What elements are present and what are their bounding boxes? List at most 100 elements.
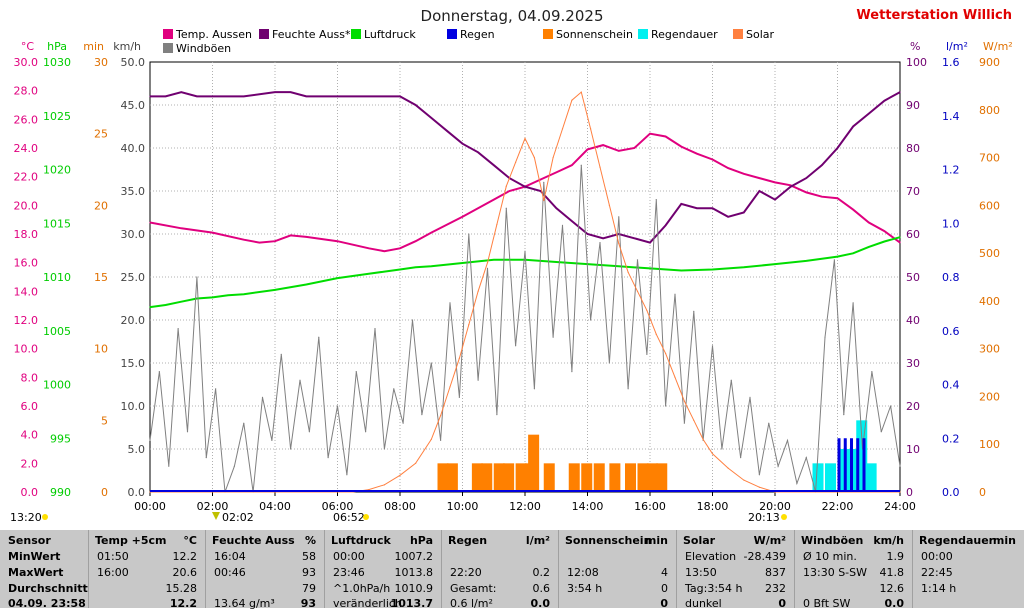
stats-cell-value: 0.0 [530,597,551,610]
data-point [836,147,839,149]
sun-icon [42,514,48,520]
stats-row-label: Sensor [8,534,51,547]
data-point [758,486,760,488]
data-point [586,233,589,235]
data-point [196,297,198,300]
left-axis-tick: 0.0 [21,486,39,499]
left-axis-tick: 45.0 [121,99,146,112]
data-point [777,465,779,467]
left-axis-tick: 10.0 [14,343,39,356]
data-point [711,268,714,271]
data-point [402,422,404,424]
stats-row-label: MaxWert [8,566,64,579]
data-point [627,388,629,390]
left-axis-tick: 5 [101,414,108,427]
data-point [665,224,667,226]
stats-cell-label: 16:04 [214,550,246,563]
stats-cell-label: 22:20 [450,566,482,579]
stats-cell-value: 232 [765,582,786,595]
data-point [430,438,432,441]
marker-left-time: 13:20 [10,511,42,524]
legend-label: Windböen [176,42,231,55]
data-point [211,296,214,299]
stats-column-unit: W/m² [753,534,786,547]
data-point [383,448,385,450]
data-point [868,221,870,224]
stats-cell-value: 41.8 [879,566,905,579]
right-axis-tick: 1.6 [942,56,960,69]
data-point [305,283,307,286]
data-point [608,204,610,206]
bar-sonnenschein [528,434,540,492]
stats-cell-value: 0.0 [884,597,905,610]
right-axis-tick: 400 [979,295,1000,308]
data-point [680,269,682,272]
data-point [149,95,151,97]
data-point [186,431,189,433]
data-point [430,117,432,119]
right-axis-tick: 0 [906,486,913,499]
data-point [602,144,604,146]
legend-label: Luftdruck [364,28,416,41]
left-axis-tick: 0 [101,486,108,499]
data-point [571,371,573,373]
legend-swatch [543,29,553,39]
data-point [883,230,885,232]
weather-chart: Donnerstag, 04.09.2025 Wetterstation Wil… [10,7,1013,524]
data-point [805,177,807,179]
stats-column: Regendauer min 00:00 22:45 1:14 h [913,530,1024,608]
data-point [836,197,839,199]
data-point [383,484,385,486]
data-point [649,242,651,244]
data-point [211,95,214,97]
bar-regen [843,438,847,492]
data-point [477,379,479,381]
stats-cell-label: 13:50 [685,566,717,579]
stats-cell-value: 12.2 [172,550,198,563]
right-axis-tick: 1.0 [942,217,960,230]
x-axis-tick: 24:00 [884,500,916,513]
stats-column-header: Feuchte Auss [212,534,295,547]
stats-cell-value: 12.2 [169,597,197,610]
stats-cell-label: Tag:3:54 h [685,582,743,595]
data-point [149,306,151,308]
stats-cell-label: 22:45 [921,566,953,579]
data-point [468,233,470,235]
right-axis-tick: 900 [979,56,1000,69]
time-markers: 13:20 02:02 06:52 20:13 [10,511,787,524]
data-point [868,246,870,248]
stats-cell-value: 1007.2 [394,550,434,563]
data-point [243,422,245,424]
data-point [533,156,535,159]
data-point [149,221,151,224]
stats-column-unit: km/h [873,534,904,547]
stats-cell-value: 12.6 [879,582,905,595]
legend-label: Regen [460,28,495,41]
left-axis-tick: 990 [50,486,71,499]
data-point [515,161,517,163]
right-axis-tick: 10 [906,443,920,456]
data-point [346,474,348,476]
data-point [524,250,526,252]
stats-column: Regen l/m² 22:20 0.2 Gesamt: 0.6 0.6 l/m² 0.0 [442,530,559,610]
axes: °C 30.0 28.0 26.0 24.0 22.0 20.0 18.0 16.0 14.0 12… [14,40,1013,513]
grid [150,62,900,492]
legend: Temp. Aussen Feuchte Auss* Luftdruck Regen S… [163,28,775,55]
bar-sonnenschein [515,463,527,492]
stats-cell-value: 0.2 [532,566,551,579]
data-point [552,336,554,338]
left-axis-tick: 50.0 [121,56,146,69]
data-point [655,199,657,201]
data-point [680,203,682,205]
stats-cell-value: 58 [302,550,316,563]
stats-cell-value: 1013.7 [390,597,433,610]
left-axis-tick: 10.0 [121,400,146,413]
data-point [665,405,667,407]
data-point [290,234,292,237]
stats-cell-value: 93 [300,597,316,610]
stats-row-label: 04.09. 23:58 [8,597,86,610]
stats-cell-label: 23:46 [333,566,365,579]
data-point [505,185,507,187]
legend-label: Solar [746,28,775,41]
legend-label: Sonnenschein [556,28,633,41]
